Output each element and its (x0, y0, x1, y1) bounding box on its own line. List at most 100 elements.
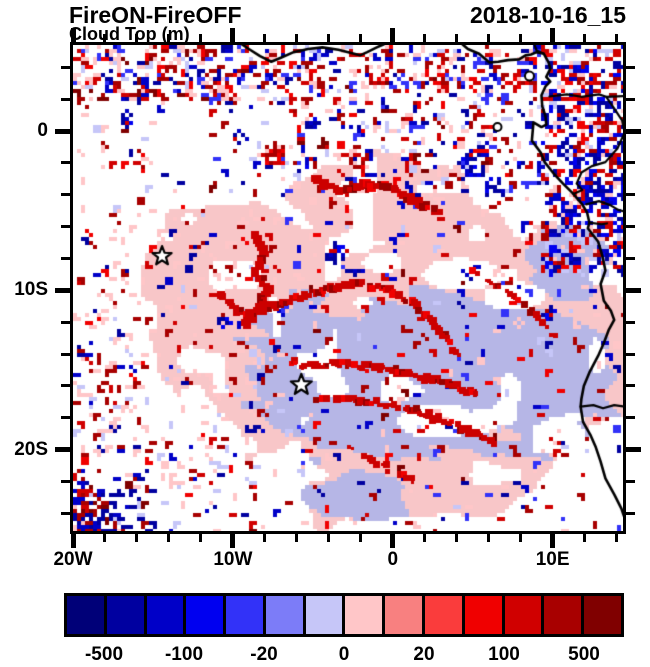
x-tick (327, 534, 331, 542)
y-tick-right (626, 97, 635, 101)
colorbar-label: 0 (338, 644, 350, 665)
x-tick (199, 534, 203, 542)
y-tick-right (626, 287, 641, 293)
x-tick (615, 534, 619, 542)
colorbar-label: -100 (164, 644, 204, 665)
y-tick (55, 287, 70, 293)
y-axis-label: 10S (14, 279, 48, 301)
colorbar-cell-11 (504, 596, 545, 634)
x-tick-top (295, 34, 299, 42)
x-tick (263, 534, 267, 542)
x-tick-top (230, 28, 236, 42)
colorbar-cell-4 (226, 596, 266, 634)
colorbar-cell-13 (584, 596, 621, 634)
x-tick-top (583, 34, 587, 42)
y-tick (61, 161, 70, 165)
x-tick-top (390, 28, 396, 42)
x-axis-label: 10E (535, 549, 570, 570)
x-tick (455, 534, 459, 542)
x-tick-top (519, 34, 523, 42)
colorbar-cell-1 (106, 596, 147, 634)
colorbar-cell-5 (265, 596, 306, 634)
y-tick-right (626, 128, 641, 134)
y-tick-right (626, 416, 635, 420)
x-tick-top (487, 34, 491, 42)
x-tick (135, 534, 139, 542)
y-tick (61, 320, 70, 324)
x-tick (487, 534, 491, 542)
y-tick-right (626, 384, 635, 388)
colorbar-cell-10 (464, 596, 505, 634)
x-tick-top (550, 28, 556, 42)
x-tick (103, 534, 107, 542)
colorbar-cell-2 (146, 596, 187, 634)
x-tick (519, 534, 523, 542)
colorbar-label: -500 (84, 644, 124, 665)
y-tick (55, 447, 70, 453)
colorbar (64, 593, 624, 637)
colorbar-label: 500 (568, 644, 600, 665)
x-axis-label: 20W (53, 549, 93, 570)
y-tick (61, 416, 70, 420)
y-tick (55, 128, 70, 134)
x-tick-top (423, 34, 427, 42)
x-tick-top (327, 34, 331, 42)
y-tick (61, 257, 70, 261)
y-tick-right (626, 65, 635, 69)
x-tick (295, 534, 299, 542)
colorbar-cell-8 (385, 596, 426, 634)
x-tick-top (615, 34, 619, 42)
x-tick (423, 534, 427, 542)
x-tick (583, 534, 587, 542)
y-tick-right (626, 447, 641, 453)
y-tick-right (626, 161, 635, 165)
colorbar-cell-7 (345, 596, 386, 634)
colorbar-label: 100 (488, 644, 520, 665)
y-tick-right (626, 193, 635, 197)
x-tick-top (199, 34, 203, 42)
x-tick (230, 534, 236, 548)
y-tick-right (626, 225, 635, 229)
x-tick-top (167, 34, 171, 42)
x-tick (167, 534, 171, 542)
x-axis-label: 10W (213, 549, 253, 570)
colorbar-cell-3 (186, 596, 227, 634)
plot-title: FireON-FireOFF (69, 2, 242, 28)
y-tick (61, 225, 70, 229)
map-canvas (73, 45, 623, 531)
colorbar-label: 20 (413, 644, 435, 665)
colorbar-label: -20 (250, 644, 278, 665)
y-axis-label: 20S (14, 438, 48, 460)
y-tick (61, 352, 70, 356)
y-tick-right (626, 480, 635, 484)
plot-subtitle: Cloud Top (m) (69, 24, 190, 44)
y-tick (61, 193, 70, 197)
y-tick (61, 384, 70, 388)
y-tick-right (626, 511, 635, 515)
x-tick-top (103, 34, 107, 42)
colorbar-cell-12 (544, 596, 585, 634)
y-tick-right (626, 352, 635, 356)
x-tick-top (359, 34, 363, 42)
x-tick (550, 534, 556, 548)
colorbar-cell-9 (425, 596, 465, 634)
x-tick-top (70, 28, 76, 42)
y-tick (61, 97, 70, 101)
y-tick (61, 511, 70, 515)
colorbar-cell-0 (67, 596, 107, 634)
x-tick-top (263, 34, 267, 42)
colorbar-cell-6 (305, 596, 346, 634)
y-axis-label: 0 (37, 120, 48, 142)
y-tick (61, 65, 70, 69)
x-tick (359, 534, 363, 542)
y-tick (61, 480, 70, 484)
x-tick-top (455, 34, 459, 42)
y-tick-right (626, 320, 635, 324)
y-tick-right (626, 257, 635, 261)
x-tick (390, 534, 396, 548)
x-tick (70, 534, 76, 548)
map-frame (70, 42, 626, 534)
x-tick-top (135, 34, 139, 42)
x-axis-label: 0 (387, 549, 399, 570)
